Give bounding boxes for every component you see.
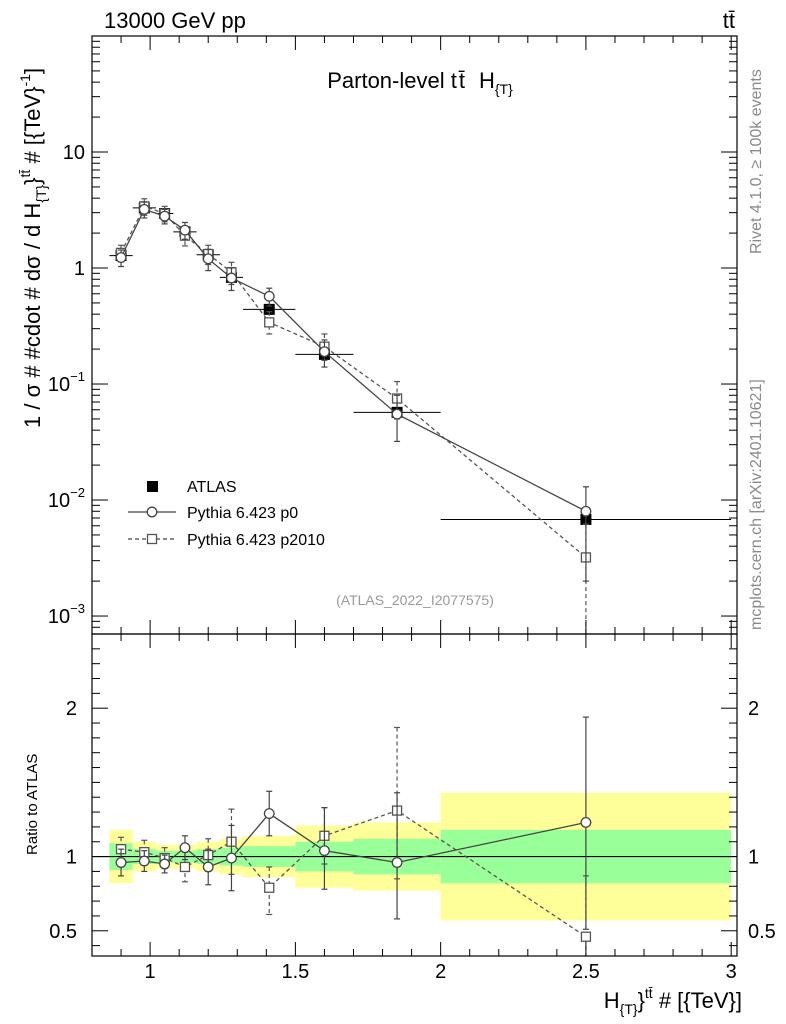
ratio-y-tick-label-right: 0.5	[748, 921, 776, 943]
legend-atlas-label: ATLAS	[187, 479, 237, 496]
ratio-p0-point	[263, 808, 275, 819]
x-tick-label: 2	[435, 961, 446, 983]
ratio-p2010-point	[179, 861, 191, 873]
ratio-ylabel: Ratio to ATLAS	[24, 754, 41, 855]
legend-atlas-marker	[147, 481, 158, 492]
x-tick-label: 1.5	[281, 961, 309, 983]
legend-entry-p0: Pythia 6.423 p0	[128, 505, 298, 522]
y-tick-label: 10	[63, 142, 85, 164]
ratio-p0-point	[138, 855, 150, 867]
ratio-p0-point	[318, 845, 330, 857]
main-title: Parton-level tt̄ H{T}	[327, 68, 513, 97]
ratio-y-tick-label-left: 0.5	[49, 921, 77, 943]
ratio-p0-point	[580, 817, 592, 828]
header-energy: 13000 GeV pp	[104, 8, 246, 33]
legend-p2010-label: Pythia 6.423 p2010	[187, 532, 325, 549]
ratio-p0-point	[115, 857, 127, 868]
x-tick-label: 3	[726, 961, 737, 983]
y-tick-label-base: 10	[48, 374, 70, 396]
main-p0-point	[138, 203, 150, 215]
main-p0-point	[226, 272, 237, 284]
y-tick-label-base: 10	[48, 606, 70, 628]
ratio-y-tick-label-left: 1	[66, 847, 77, 869]
ratio-p2010-line	[120, 809, 587, 938]
ratio-y-tick-label-right: 2	[748, 698, 759, 720]
y-tick-label-exp: −1	[70, 369, 85, 384]
main-p0-point	[179, 224, 191, 236]
y-tick-label: 1	[74, 258, 85, 280]
main-p2010-point	[264, 317, 275, 328]
legend-entry-atlas: ATLAS	[147, 479, 237, 496]
main-p2010-line	[120, 205, 587, 558]
main-p0-point	[580, 505, 592, 517]
ratio-p0-point	[391, 857, 403, 868]
main-p0-point	[318, 346, 330, 358]
y-tick-label-exp: −3	[70, 601, 85, 616]
ratio-p0-point	[159, 858, 171, 870]
x-tick-label: 1	[145, 961, 156, 983]
main-p0-point	[115, 252, 127, 264]
main-p0-point	[202, 253, 214, 265]
y-tick-label: 10−2	[48, 485, 85, 512]
mcplots-label: mcplots.cern.ch [arXiv:2401.10621]	[748, 379, 765, 630]
ratio-p0-point	[179, 842, 191, 854]
ratio-y-tick-label-right: 1	[748, 847, 759, 869]
ratio-p2010-point	[264, 882, 275, 893]
y-tick-label: 10−3	[48, 601, 85, 628]
header-process: tt̄	[723, 8, 735, 33]
legend-p0-marker	[146, 506, 158, 518]
ratio-frame	[91, 633, 738, 957]
legend: ATLAS Pythia 6.423 p0 Pythia 6.423 p2010	[128, 479, 325, 549]
ratio-panel: 2 2 1 1 0.5 0.5 1 1.5 2 2.5 3 Ratio to ATLAS H{T}}…	[24, 633, 776, 1017]
y-tick-label-base: 10	[48, 490, 70, 512]
main-p0-line	[120, 208, 587, 512]
analysis-watermark: (ATLAS_2022_I2077575)	[336, 592, 494, 608]
ratio-xlabel: H{T}}tt̄ # [{TeV}]	[604, 985, 742, 1017]
atlas-point	[263, 303, 275, 315]
main-p0-point	[263, 290, 275, 302]
ratio-p2010-point	[580, 931, 592, 942]
legend-p2010-marker	[146, 533, 158, 545]
legend-entry-p2010: Pythia 6.423 p2010	[128, 532, 325, 549]
main-p0-point	[159, 210, 171, 222]
ratio-y-tick-label-left: 2	[66, 698, 77, 720]
y-tick-label: 10−1	[48, 369, 85, 396]
legend-p0-label: Pythia 6.423 p0	[187, 505, 298, 522]
x-tick-label: 2.5	[572, 961, 600, 983]
ratio-p0-point	[226, 852, 237, 864]
ratio-p0-point	[202, 861, 214, 873]
y-tick-label-exp: −2	[70, 485, 85, 500]
ratio-p0-line	[121, 812, 587, 868]
main-ylabel: 1 / σ # #cdot # dσ / d H{T}}tt̄ # [{TeV}…	[17, 68, 49, 428]
rivet-label: Rivet 4.1.0, ≥ 100k events	[748, 69, 765, 254]
main-p0-point	[391, 408, 403, 420]
